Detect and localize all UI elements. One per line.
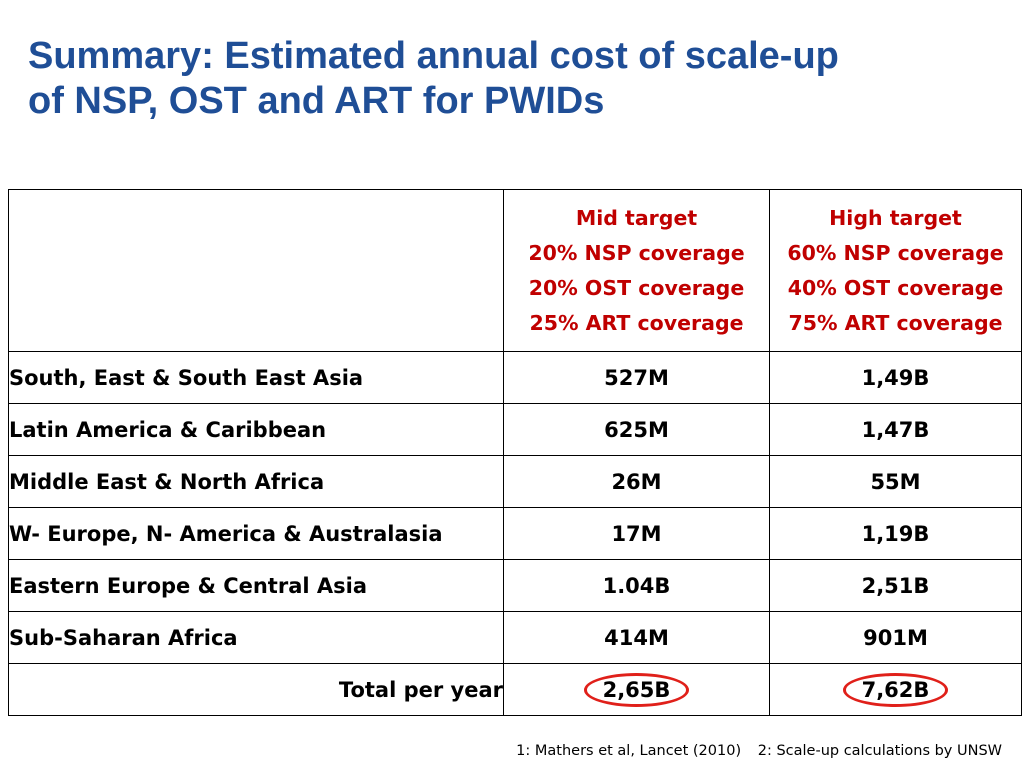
footnote-ref-2: 2: Scale-up calculations by UNSW	[757, 743, 1002, 759]
high-ost-coverage: 40% OST coverage	[787, 275, 1004, 300]
total-label-cell: Total per year	[8, 663, 504, 716]
total-high-cell: 7,62B	[769, 663, 1022, 716]
mid-value-cell: 1.04B	[503, 559, 770, 612]
footnote-ref-1: 1: Mathers et al, Lancet (2010)	[516, 743, 742, 759]
table-row: Latin America & Caribbean 625M 1,47B	[8, 403, 1022, 456]
total-high-circled-value: 7,62B	[842, 672, 949, 707]
total-mid-cell: 2,65B	[503, 663, 770, 716]
header-mid-target: Mid target 20% NSP coverage 20% OST cove…	[503, 189, 770, 352]
high-value-cell: 1,47B	[769, 403, 1022, 456]
table-row: Sub-Saharan Africa 414M 901M	[8, 611, 1022, 664]
mid-value-cell: 625M	[503, 403, 770, 456]
mid-target-label: Mid target	[575, 205, 698, 230]
slide-title-line-1: Summary: Estimated annual cost of scale-…	[28, 35, 839, 77]
region-cell: South, East & South East Asia	[8, 351, 504, 404]
region-cell: Middle East & North Africa	[8, 455, 504, 508]
table-row: W- Europe, N- America & Australasia 17M …	[8, 507, 1022, 560]
cost-table: Mid target 20% NSP coverage 20% OST cove…	[8, 189, 1022, 716]
high-value-cell: 2,51B	[769, 559, 1022, 612]
region-cell: W- Europe, N- America & Australasia	[8, 507, 504, 560]
total-mid-circled-value: 2,65B	[583, 672, 690, 707]
mid-ost-coverage: 20% OST coverage	[528, 275, 745, 300]
high-value-cell: 901M	[769, 611, 1022, 664]
table-row: Eastern Europe & Central Asia 1.04B 2,51…	[8, 559, 1022, 612]
mid-value-cell: 17M	[503, 507, 770, 560]
high-value-cell: 1,19B	[769, 507, 1022, 560]
mid-value-cell: 26M	[503, 455, 770, 508]
mid-value-cell: 527M	[503, 351, 770, 404]
slide-title: Summary: Estimated annual cost of scale-…	[28, 34, 1008, 124]
slide-title-line-2: of NSP, OST and ART for PWIDs	[28, 80, 605, 122]
table-row: South, East & South East Asia 527M 1,49B	[8, 351, 1022, 404]
high-nsp-coverage: 60% NSP coverage	[787, 240, 1004, 265]
high-value-cell: 55M	[769, 455, 1022, 508]
header-region-cell	[8, 189, 504, 352]
region-cell: Latin America & Caribbean	[8, 403, 504, 456]
mid-value-cell: 414M	[503, 611, 770, 664]
high-target-label: High target	[829, 205, 962, 230]
total-row: Total per year 2,65B 7,62B	[8, 663, 1022, 716]
high-art-coverage: 75% ART coverage	[788, 310, 1003, 335]
header-high-target: High target 60% NSP coverage 40% OST cov…	[769, 189, 1022, 352]
table-header-row: Mid target 20% NSP coverage 20% OST cove…	[8, 189, 1022, 352]
mid-art-coverage: 25% ART coverage	[529, 310, 744, 335]
high-value-cell: 1,49B	[769, 351, 1022, 404]
region-cell: Eastern Europe & Central Asia	[8, 559, 504, 612]
footnote: 1: Mathers et al, Lancet (2010) 2: Scale…	[516, 743, 1002, 759]
region-cell: Sub-Saharan Africa	[8, 611, 504, 664]
mid-nsp-coverage: 20% NSP coverage	[528, 240, 745, 265]
table-row: Middle East & North Africa 26M 55M	[8, 455, 1022, 508]
